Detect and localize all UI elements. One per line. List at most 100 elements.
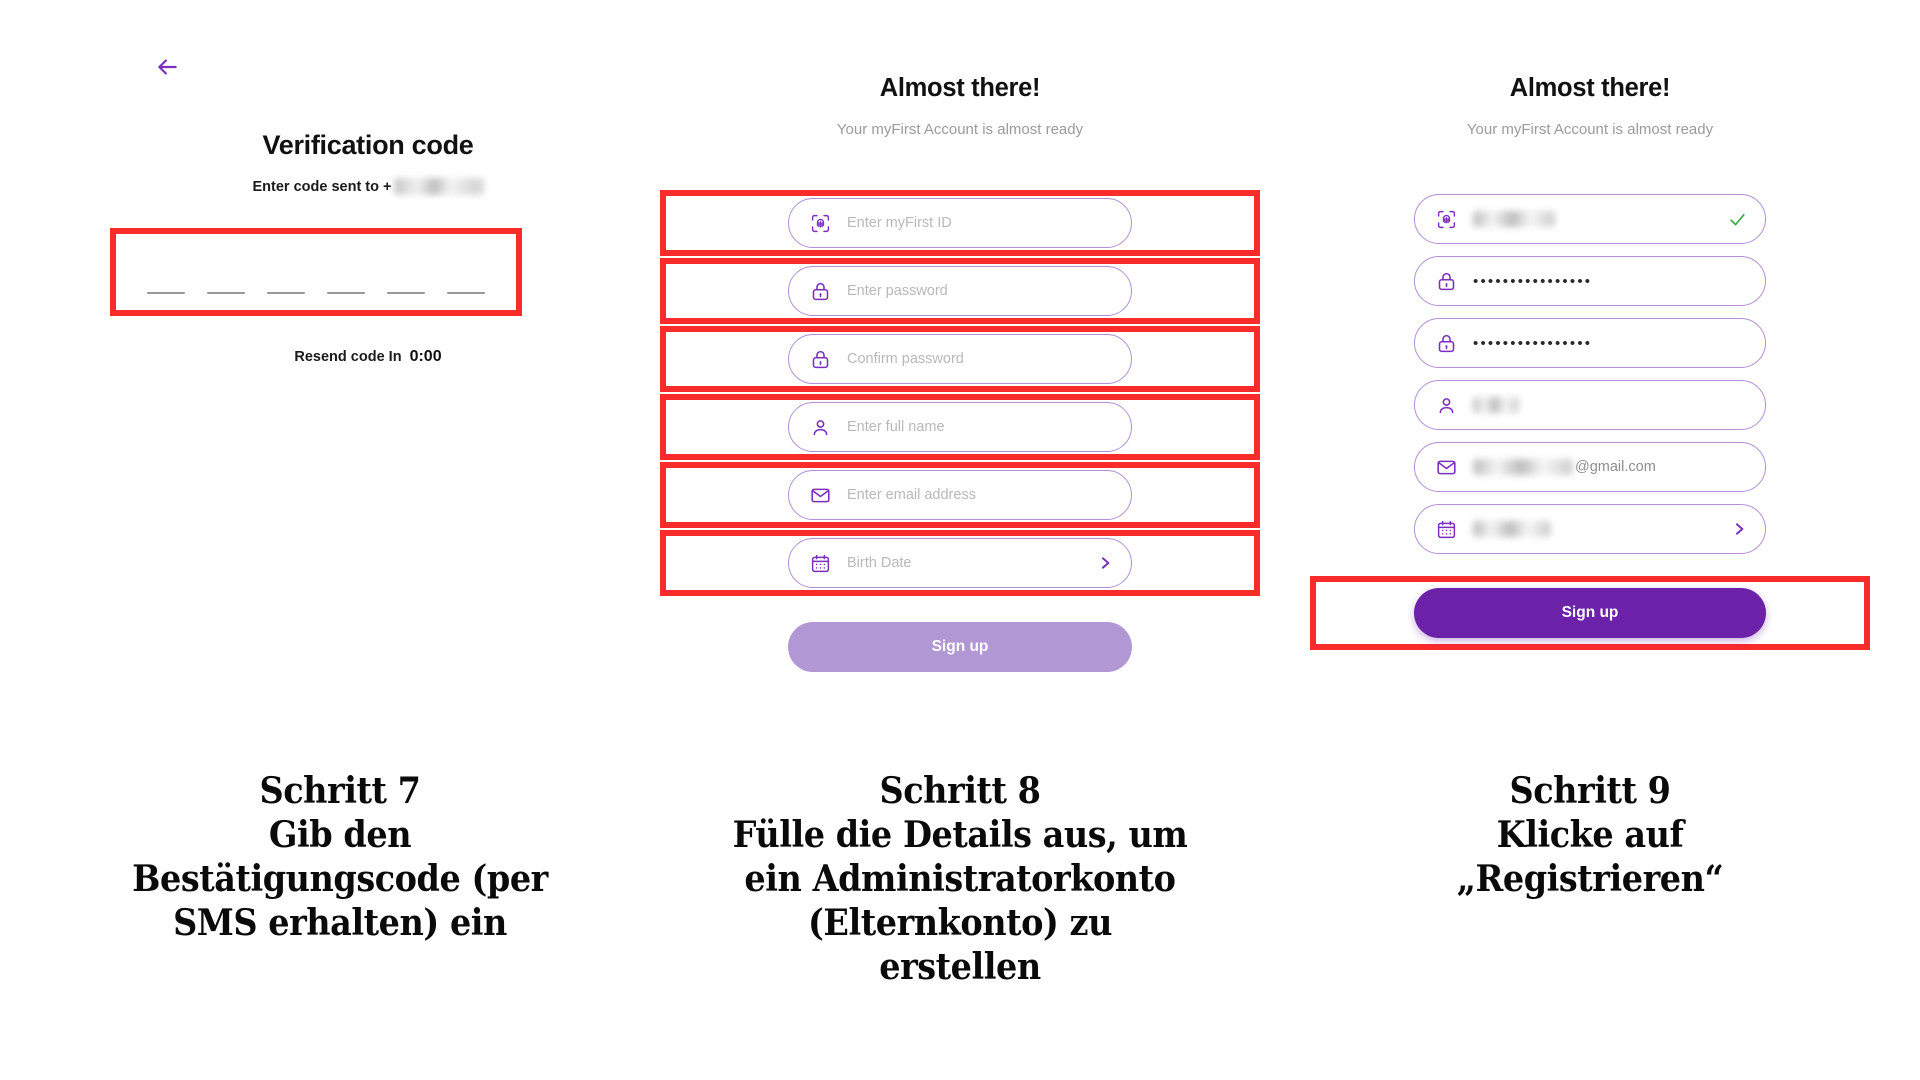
caption-line: erstellen	[879, 945, 1041, 988]
password-mask: ••••••••••••••••	[1473, 272, 1593, 290]
panel-verification-code: Verification code Enter code sent to + R…	[60, 0, 620, 780]
lock-icon	[1435, 332, 1457, 354]
calendar-icon	[809, 552, 831, 574]
field-value-confirm-password: ••••••••••••••••	[1473, 336, 1747, 351]
field-wrap-myfirst-id	[1310, 188, 1870, 250]
resend-timer: 0:00	[409, 348, 442, 365]
caption-step-9: Schritt 9 Klicke auf „Registrieren“	[1330, 770, 1851, 902]
field-wrap-birth-date	[1310, 498, 1870, 560]
field-value-email: @gmail.com	[1473, 459, 1747, 475]
page-title: Verification code	[262, 130, 474, 160]
resend-code-label: Resend code In	[294, 349, 402, 365]
field-myfirst-id[interactable]: Enter myFirst ID	[788, 198, 1132, 248]
redacted-value	[1473, 211, 1555, 227]
field-value-password: ••••••••••••••••	[1473, 274, 1747, 289]
field-confirm-password[interactable]: ••••••••••••••••	[1414, 318, 1766, 368]
field-highlight-birth-date: Birth Date	[660, 530, 1260, 596]
signup-form-filled: •••••••••••••••• •	[1310, 188, 1870, 560]
check-icon	[1728, 210, 1747, 229]
field-value-birth-date	[1473, 521, 1715, 537]
page-title: Almost there!	[879, 74, 1041, 102]
caption-line: (Elternkonto) zu	[808, 901, 1112, 944]
caption-line: Schritt 8	[879, 770, 1041, 812]
field-birth-date[interactable]: Birth Date	[788, 538, 1132, 588]
redacted-value	[1473, 521, 1551, 537]
fingerprint-scan-icon	[1435, 208, 1457, 230]
code-slot[interactable]	[447, 291, 485, 294]
chevron-right-icon[interactable]	[1097, 555, 1113, 571]
field-myfirst-id[interactable]	[1414, 194, 1766, 244]
signup-button[interactable]: Sign up	[788, 622, 1132, 672]
page-subtitle: Your myFirst Account is almost ready	[836, 121, 1084, 138]
page-subtitle: Your myFirst Account is almost ready	[1466, 121, 1714, 138]
caption-line: „Registrieren“	[1456, 857, 1724, 900]
chevron-right-icon[interactable]	[1731, 521, 1747, 537]
field-placeholder: Enter myFirst ID	[847, 215, 952, 231]
code-slot[interactable]	[147, 291, 185, 294]
person-icon	[809, 416, 831, 438]
field-wrap-password: ••••••••••••••••	[1310, 250, 1870, 312]
verification-code-input-highlight[interactable]	[110, 228, 522, 316]
caption-line: Schritt 7	[259, 770, 421, 812]
caption-line: Bestätigungscode (per	[132, 857, 548, 900]
redacted-value	[1473, 459, 1573, 475]
verification-subtitle: Enter code sent to +	[60, 178, 620, 195]
person-icon	[1435, 394, 1457, 416]
signup-button-wrap: Sign up	[660, 622, 1260, 672]
verification-code-slots[interactable]	[116, 291, 516, 294]
signup-button[interactable]: Sign up	[1414, 588, 1766, 638]
caption-step-7: Schritt 7 Gib den Bestätigungscode (per …	[80, 770, 601, 946]
caption-line: Fülle die Details aus, um	[732, 813, 1188, 856]
calendar-icon	[1435, 518, 1457, 540]
caption-line: ein Administratorkonto	[744, 857, 1176, 900]
fingerprint-scan-icon	[809, 212, 831, 234]
back-arrow-icon[interactable]	[150, 50, 184, 84]
field-password[interactable]: ••••••••••••••••	[1414, 256, 1766, 306]
page-title: Almost there!	[1509, 74, 1671, 102]
field-password[interactable]: Enter password	[788, 266, 1132, 316]
field-value-full-name	[1473, 397, 1747, 413]
code-slot[interactable]	[207, 291, 245, 294]
field-birth-date[interactable]	[1414, 504, 1766, 554]
verification-subtitle-text: Enter code sent to +	[252, 178, 392, 195]
field-full-name[interactable]: Enter full name	[788, 402, 1132, 452]
signup-button-highlight: Sign up	[1310, 576, 1870, 650]
envelope-icon	[809, 484, 831, 506]
field-placeholder: Enter email address	[847, 487, 976, 503]
panel-signup-filled: Almost there! Your myFirst Account is al…	[1310, 0, 1870, 780]
caption-line: Gib den	[268, 813, 412, 856]
caption-step-8: Schritt 8 Fülle die Details aus, um ein …	[681, 770, 1239, 990]
code-slot[interactable]	[267, 291, 305, 294]
email-domain: @gmail.com	[1575, 459, 1656, 475]
field-full-name[interactable]	[1414, 380, 1766, 430]
code-slot[interactable]	[327, 291, 365, 294]
envelope-icon	[1435, 456, 1457, 478]
field-highlight-myfirst-id: Enter myFirst ID	[660, 190, 1260, 256]
field-value-myfirst-id	[1473, 211, 1712, 227]
resend-code-row[interactable]: Resend code In 0:00	[60, 348, 620, 366]
field-highlight-password: Enter password	[660, 258, 1260, 324]
field-email[interactable]: @gmail.com	[1414, 442, 1766, 492]
field-highlight-email: Enter email address	[660, 462, 1260, 528]
caption-line: Klicke auf	[1496, 813, 1684, 856]
password-mask: ••••••••••••••••	[1473, 334, 1593, 352]
caption-line: SMS erhalten) ein	[173, 901, 507, 944]
field-wrap-confirm-password: ••••••••••••••••	[1310, 312, 1870, 374]
redacted-value	[1473, 397, 1519, 413]
field-confirm-password[interactable]: Confirm password	[788, 334, 1132, 384]
field-highlight-confirm-password: Confirm password	[660, 326, 1260, 392]
lock-icon	[809, 348, 831, 370]
caption-line: Schritt 9	[1509, 770, 1671, 812]
field-wrap-full-name	[1310, 374, 1870, 436]
field-placeholder: Confirm password	[847, 351, 964, 367]
field-email[interactable]: Enter email address	[788, 470, 1132, 520]
redacted-phone-number	[393, 178, 484, 195]
field-placeholder: Enter password	[847, 283, 948, 299]
panel-signup-empty: Almost there! Your myFirst Account is al…	[660, 0, 1260, 780]
field-placeholder: Birth Date	[847, 555, 912, 571]
signup-form: Enter myFirst ID Enter password	[660, 190, 1260, 596]
code-slot[interactable]	[387, 291, 425, 294]
field-wrap-email: @gmail.com	[1310, 436, 1870, 498]
field-placeholder: Enter full name	[847, 419, 945, 435]
